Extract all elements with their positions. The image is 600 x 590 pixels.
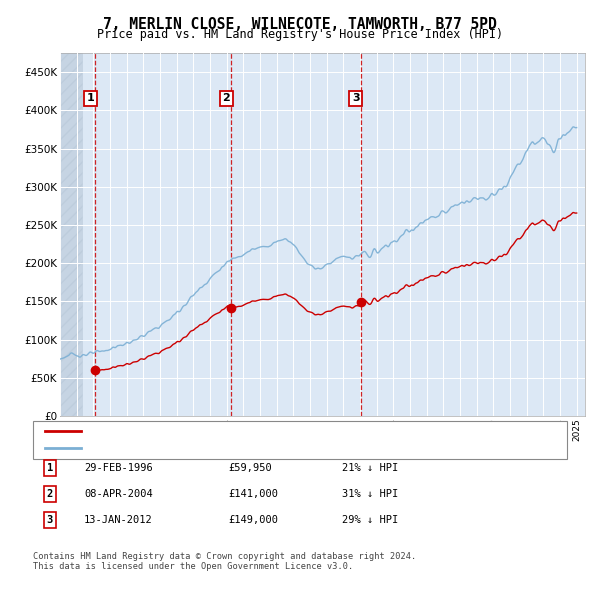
Text: 2: 2 [47, 489, 53, 499]
Text: 1: 1 [86, 93, 94, 103]
Text: 1: 1 [47, 463, 53, 473]
Text: £149,000: £149,000 [228, 515, 278, 525]
Text: 21% ↓ HPI: 21% ↓ HPI [342, 463, 398, 473]
Text: Contains HM Land Registry data © Crown copyright and database right 2024.
This d: Contains HM Land Registry data © Crown c… [33, 552, 416, 571]
Text: HPI: Average price, detached house, Tamworth: HPI: Average price, detached house, Tamw… [87, 443, 346, 453]
Text: 7, MERLIN CLOSE, WILNECOTE, TAMWORTH, B77 5PD: 7, MERLIN CLOSE, WILNECOTE, TAMWORTH, B7… [103, 17, 497, 31]
Text: 3: 3 [47, 515, 53, 525]
Text: 13-JAN-2012: 13-JAN-2012 [84, 515, 153, 525]
Text: 08-APR-2004: 08-APR-2004 [84, 489, 153, 499]
Text: £141,000: £141,000 [228, 489, 278, 499]
Text: 3: 3 [352, 93, 359, 103]
Text: Price paid vs. HM Land Registry's House Price Index (HPI): Price paid vs. HM Land Registry's House … [97, 28, 503, 41]
Text: 2: 2 [222, 93, 230, 103]
Text: 29-FEB-1996: 29-FEB-1996 [84, 463, 153, 473]
Text: £59,950: £59,950 [228, 463, 272, 473]
Text: 31% ↓ HPI: 31% ↓ HPI [342, 489, 398, 499]
Text: 7, MERLIN CLOSE, WILNECOTE, TAMWORTH, B77 5PD (detached house): 7, MERLIN CLOSE, WILNECOTE, TAMWORTH, B7… [87, 427, 451, 437]
Bar [60, 53, 82, 416]
Text: 29% ↓ HPI: 29% ↓ HPI [342, 515, 398, 525]
